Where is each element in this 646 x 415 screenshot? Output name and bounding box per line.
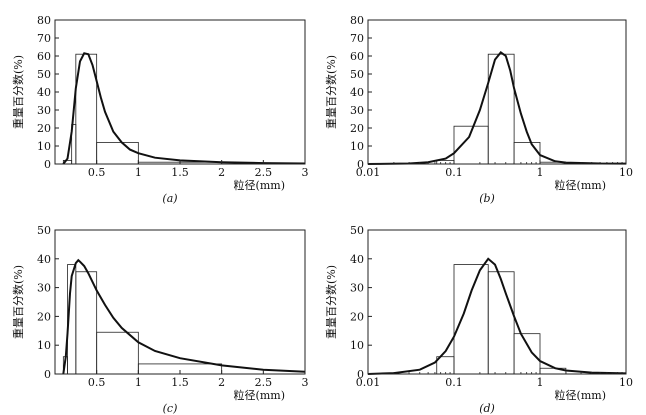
histogram-bar [436, 356, 455, 375]
y-axis-label: 重量百分数(%) [324, 55, 338, 129]
x-tick-label: 1.5 [171, 166, 189, 179]
y-tick-label: 80 [37, 14, 51, 27]
distribution-curve [367, 257, 627, 375]
x-tick-label: 0.5 [88, 376, 106, 389]
y-tick-label: 10 [37, 140, 51, 153]
y-tick-label: 40 [350, 86, 364, 99]
x-tick-label: 0.01 [356, 166, 381, 179]
x-tick-label: 2.5 [255, 376, 273, 389]
histogram-bar [487, 271, 515, 375]
histogram-bar [513, 333, 541, 375]
y-tick-label: 80 [350, 14, 364, 27]
x-tick-label: 2 [218, 376, 225, 389]
x-tick-label: 0.01 [356, 376, 381, 389]
y-axis-label: 重量百分数(%) [11, 55, 25, 129]
x-tick-label: 1 [537, 376, 544, 389]
x-axis-label: 粒径(mm) [555, 388, 606, 402]
plot-frame [54, 19, 306, 165]
histogram-bar [96, 331, 139, 375]
y-tick-label: 40 [37, 86, 51, 99]
chart-panel: 0 10 20 30 40 50 60 70 80 0.5 1 1.5 2 2.5 3 重量百分数(%) 粒径(… [11, 14, 309, 205]
x-tick-label: 3 [302, 166, 309, 179]
plot-frame [54, 229, 306, 375]
x-tick-label: 0.5 [88, 166, 106, 179]
y-tick-label: 10 [37, 339, 51, 352]
y-tick-label: 30 [37, 282, 51, 295]
y-tick-label: 30 [350, 104, 364, 117]
y-tick-label: 50 [350, 68, 364, 81]
y-tick-label: 20 [350, 122, 364, 135]
y-tick-label: 20 [37, 122, 51, 135]
y-tick-label: 60 [350, 50, 364, 63]
panel-label: (d) [479, 402, 495, 415]
x-tick-label: 1 [135, 166, 142, 179]
histogram-bar [513, 141, 541, 165]
y-tick-label: 0 [44, 368, 51, 381]
x-axis-label: 粒径(mm) [234, 388, 285, 402]
x-axis-label: 粒径(mm) [234, 178, 285, 192]
panel-label: (a) [162, 192, 177, 205]
histogram-bar [75, 271, 98, 375]
plot-frame [367, 19, 627, 165]
y-tick-label: 70 [350, 32, 364, 45]
y-tick-label: 50 [37, 224, 51, 237]
y-tick-label: 0 [357, 158, 364, 171]
y-tick-label: 70 [37, 32, 51, 45]
y-axis-label: 重量百分数(%) [324, 265, 338, 339]
x-axis-label: 粒径(mm) [555, 178, 606, 192]
y-tick-label: 40 [350, 253, 364, 266]
x-tick-label: 1 [537, 166, 544, 179]
y-tick-label: 20 [37, 310, 51, 323]
y-tick-label: 10 [350, 140, 364, 153]
x-tick-label: 0.1 [445, 376, 463, 389]
chart-panel: 0 10 20 30 40 50 0.5 1 1.5 2 2.5 3 重量百分数(%) 粒径(mm) (c) [11, 224, 309, 415]
y-tick-label: 50 [350, 224, 364, 237]
plot-frame [367, 229, 627, 375]
distribution-curve [62, 52, 306, 165]
histogram-bar [453, 264, 489, 375]
chart-panel: 0 10 20 30 40 50 0.01 0.1 1 10 重量百分数(%) 粒径(mm) (d) [324, 224, 633, 415]
y-tick-label: 50 [37, 68, 51, 81]
x-tick-label: 2.5 [255, 166, 273, 179]
y-tick-label: 0 [44, 158, 51, 171]
x-tick-label: 2 [218, 166, 225, 179]
y-tick-label: 0 [357, 368, 364, 381]
panel-label: (b) [479, 192, 495, 205]
x-tick-label: 10 [619, 376, 633, 389]
y-tick-label: 10 [350, 339, 364, 352]
x-tick-label: 1 [135, 376, 142, 389]
x-tick-label: 10 [619, 166, 633, 179]
x-tick-label: 3 [302, 376, 309, 389]
chart-panel: 0 10 20 30 40 50 60 70 80 0.01 0.1 1 10 重量百分数(%) 粒径(mm… [324, 14, 633, 205]
panel-label: (c) [163, 402, 178, 415]
histogram-bar [96, 141, 139, 165]
x-tick-label: 1.5 [171, 376, 189, 389]
y-axis-label: 重量百分数(%) [11, 265, 25, 339]
y-tick-label: 30 [350, 282, 364, 295]
x-tick-label: 0.1 [445, 166, 463, 179]
distribution-curve [62, 258, 306, 375]
y-tick-label: 30 [37, 104, 51, 117]
y-tick-label: 40 [37, 253, 51, 266]
y-tick-label: 60 [37, 50, 51, 63]
distribution-curve [367, 51, 627, 165]
y-tick-label: 20 [350, 310, 364, 323]
